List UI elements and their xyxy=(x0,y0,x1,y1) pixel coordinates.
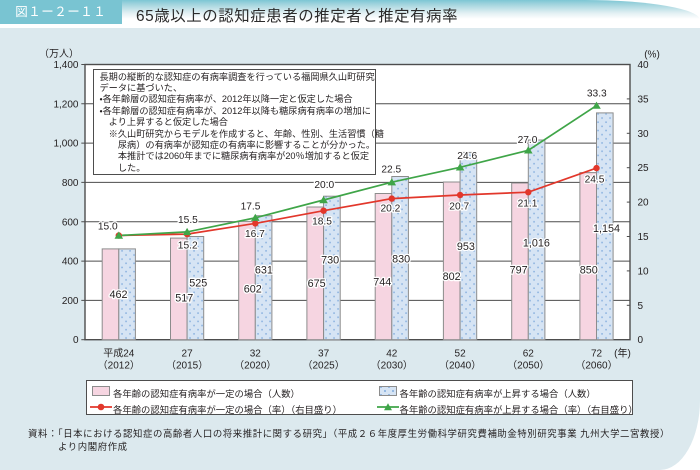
svg-text:850: 850 xyxy=(580,265,598,277)
svg-text:（2030）: （2030） xyxy=(371,359,413,371)
svg-text:35: 35 xyxy=(638,94,650,105)
svg-text:52: 52 xyxy=(455,349,467,360)
svg-text:20: 20 xyxy=(638,198,650,209)
svg-text:15.5: 15.5 xyxy=(178,215,198,226)
svg-text:20.2: 20.2 xyxy=(380,204,400,215)
svg-text:（2050）: （2050） xyxy=(507,359,549,371)
svg-text:21.1: 21.1 xyxy=(518,198,538,209)
svg-text:（2020）: （2020） xyxy=(234,359,276,371)
svg-text:602: 602 xyxy=(244,283,262,295)
svg-text:16.7: 16.7 xyxy=(245,229,265,240)
svg-text:40: 40 xyxy=(638,60,650,71)
svg-text:30: 30 xyxy=(638,129,650,140)
svg-text:600: 600 xyxy=(62,217,79,228)
svg-text:744: 744 xyxy=(373,277,391,289)
svg-text:517: 517 xyxy=(175,292,193,304)
svg-text:1,016: 1,016 xyxy=(523,237,550,249)
svg-text:平成24: 平成24 xyxy=(103,348,135,360)
svg-text:（2015）: （2015） xyxy=(166,359,208,371)
svg-text:(年): (年) xyxy=(614,347,631,360)
svg-text:15.2: 15.2 xyxy=(178,241,198,252)
svg-text:800: 800 xyxy=(62,178,79,189)
svg-text:20.7: 20.7 xyxy=(449,201,469,212)
svg-text:（2012）: （2012） xyxy=(98,359,140,371)
svg-text:1,154: 1,154 xyxy=(593,223,620,235)
svg-text:0: 0 xyxy=(73,335,79,346)
svg-text:525: 525 xyxy=(189,278,207,290)
svg-text:24.6: 24.6 xyxy=(457,151,477,162)
svg-text:62: 62 xyxy=(523,349,535,360)
svg-text:797: 797 xyxy=(510,265,528,277)
svg-text:42: 42 xyxy=(386,349,398,360)
svg-text:（2060）: （2060） xyxy=(575,359,617,371)
svg-text:0: 0 xyxy=(638,335,644,346)
svg-text:20.0: 20.0 xyxy=(314,180,334,191)
svg-text:830: 830 xyxy=(392,253,410,265)
svg-text:15.0: 15.0 xyxy=(98,222,118,233)
svg-text:27.0: 27.0 xyxy=(518,135,538,146)
svg-text:1,200: 1,200 xyxy=(53,99,78,110)
svg-text:953: 953 xyxy=(457,241,475,253)
svg-text:22.5: 22.5 xyxy=(381,164,401,175)
svg-text:（万人）: （万人） xyxy=(39,48,79,60)
svg-text:675: 675 xyxy=(308,278,326,290)
svg-text:37: 37 xyxy=(318,349,330,360)
svg-text:730: 730 xyxy=(321,254,339,266)
svg-text:(%): (%) xyxy=(644,50,660,61)
svg-text:（2040）: （2040） xyxy=(439,359,481,371)
svg-text:802: 802 xyxy=(443,271,461,283)
svg-text:400: 400 xyxy=(62,257,79,268)
svg-text:25: 25 xyxy=(638,163,650,174)
svg-text:24.5: 24.5 xyxy=(585,175,605,186)
svg-text:1,400: 1,400 xyxy=(53,60,78,71)
svg-text:462: 462 xyxy=(109,289,127,301)
svg-text:33.3: 33.3 xyxy=(587,89,607,100)
svg-text:15: 15 xyxy=(638,232,650,243)
svg-text:5: 5 xyxy=(638,301,644,312)
svg-text:10: 10 xyxy=(638,266,650,277)
svg-text:200: 200 xyxy=(62,296,79,307)
svg-text:1,000: 1,000 xyxy=(53,139,78,150)
svg-text:18.5: 18.5 xyxy=(312,216,332,227)
svg-text:631: 631 xyxy=(255,265,273,277)
svg-text:32: 32 xyxy=(250,349,262,360)
svg-text:17.5: 17.5 xyxy=(241,202,261,213)
svg-text:（2025）: （2025） xyxy=(302,359,344,371)
svg-text:72: 72 xyxy=(591,349,603,360)
svg-text:27: 27 xyxy=(182,349,194,360)
